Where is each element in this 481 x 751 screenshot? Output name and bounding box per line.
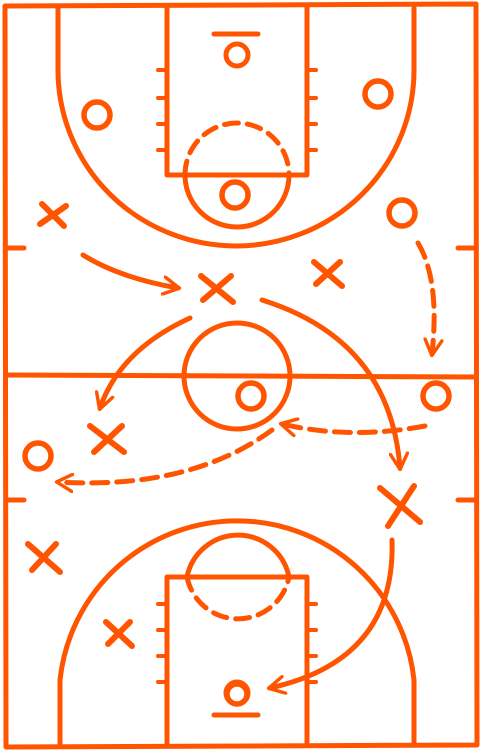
half-court-line <box>3 372 479 380</box>
offense-player-o <box>362 78 394 110</box>
defender-x <box>311 259 345 289</box>
key-top <box>164 4 310 178</box>
free-throw-circle-bottom-lower <box>184 574 292 622</box>
cut-arrow <box>80 252 178 288</box>
offense-player-o <box>235 380 267 412</box>
defender-x <box>37 201 69 229</box>
three-point-arc-top <box>55 5 417 249</box>
lane-marks-bottom <box>156 602 318 684</box>
free-throw-circle-bottom <box>184 532 292 580</box>
cut-arrow <box>259 297 400 468</box>
pass-arrow <box>415 240 434 354</box>
free-throw-circle-top-lower <box>182 172 292 230</box>
offense-player-o <box>219 179 251 211</box>
offense-player-o <box>22 440 54 472</box>
defender-x <box>198 273 236 305</box>
defender-x <box>25 541 63 575</box>
offense-player-o <box>420 380 452 412</box>
three-point-arc-bottom <box>57 518 417 747</box>
defender-x <box>87 423 127 455</box>
lane-marks-top <box>156 68 318 152</box>
pass-arrow <box>58 427 275 483</box>
center-circle <box>181 320 293 432</box>
offense-player-o <box>81 99 113 131</box>
key-bottom <box>164 574 310 748</box>
offense-player-o <box>386 197 418 229</box>
offense-player-o <box>224 681 250 707</box>
cut-arrow <box>100 315 193 408</box>
free-throw-circle-top <box>182 120 292 178</box>
cut-arrow <box>270 537 395 688</box>
pass-arrow <box>282 424 428 433</box>
defender-x <box>103 619 135 649</box>
defender-x <box>377 483 423 529</box>
hoop-top <box>223 41 251 69</box>
